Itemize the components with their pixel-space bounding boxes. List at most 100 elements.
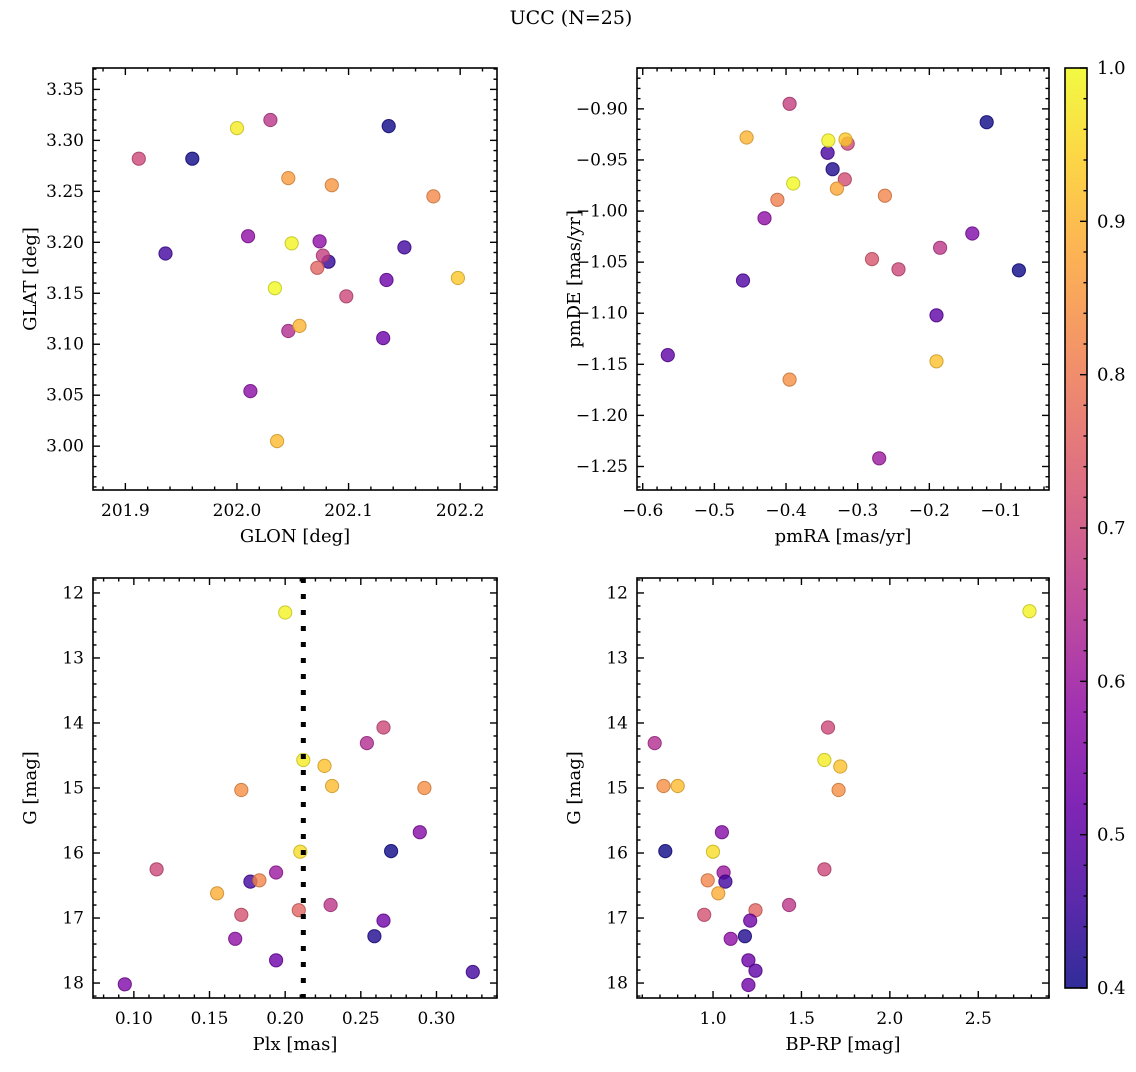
scatter-points (660, 96, 1027, 466)
scatter-point (872, 451, 887, 466)
scatter-point (252, 873, 267, 888)
y-tick-label: −1.00 (576, 202, 628, 222)
y-tick-label: 14 (606, 713, 628, 733)
scatter-point (700, 873, 715, 888)
y-tick-label: 12 (606, 583, 628, 603)
scatter-point (292, 318, 307, 333)
scatter-point (210, 886, 225, 901)
scatter-point (833, 759, 848, 774)
scatter-point (234, 782, 249, 798)
scatter-point (149, 862, 164, 877)
x-tick-label: −0.4 (765, 501, 806, 521)
scatter-point (241, 229, 256, 244)
scatter-point (656, 778, 671, 794)
scatter-points (647, 604, 1037, 993)
scatter-point (1022, 604, 1037, 619)
colorbar-tick-label: 0.7 (1097, 518, 1126, 539)
y-tick-label: −1.10 (576, 304, 628, 324)
scatter-point (743, 913, 758, 928)
y-tick-label: 13 (62, 648, 84, 668)
colorbar-tick-label: 0.5 (1097, 825, 1126, 846)
scatter-point (450, 270, 465, 286)
x-tick-label: 1.5 (788, 1009, 815, 1029)
scatter-point (465, 964, 480, 980)
y-tick-label: −1.20 (576, 406, 628, 426)
scatter-point (229, 121, 245, 136)
x-tick-label: 202.0 (213, 501, 262, 521)
x-axis-label: pmRA [mas/yr] (775, 526, 912, 547)
y-tick-label: −1.25 (576, 457, 628, 477)
scatter-point (877, 188, 893, 203)
scatter-point (263, 112, 278, 128)
position-panel: 201.9 202.0 202.1 202.2 3.00 3.05 3.10 3.15 3.20… (20, 67, 498, 547)
x-tick-label: −0.6 (622, 501, 663, 521)
scatter-point (158, 246, 173, 261)
y-tick-label: 3.00 (46, 437, 84, 457)
axis-ticks (637, 578, 1050, 998)
scatter-point (397, 240, 412, 255)
scatter-point (837, 172, 852, 187)
scatter-point (293, 844, 308, 859)
scatter-point (376, 913, 391, 928)
y-tick-label: 3.30 (46, 131, 84, 151)
scatter-point (831, 782, 846, 798)
scatter-point (269, 865, 284, 880)
scatter-point (417, 780, 432, 796)
y-tick-label: 3.35 (46, 80, 84, 100)
y-tick-label: 17 (606, 909, 628, 929)
scatter-point (741, 953, 756, 968)
scatter-point (339, 289, 354, 304)
x-axis-label: BP-RP [mag] (785, 1034, 900, 1055)
colorbar-frame (1064, 67, 1088, 989)
scatter-point (660, 348, 675, 363)
y-tick-label: 18 (62, 974, 84, 994)
y-tick-label: 3.15 (46, 284, 84, 304)
x-tick-label: 1.0 (700, 1009, 727, 1029)
axes-frame (636, 67, 1050, 491)
scatter-point (820, 145, 835, 160)
scatter-point (291, 903, 306, 918)
scatter-point (376, 720, 391, 735)
scatter-point (315, 248, 330, 263)
axis-ticks (93, 578, 498, 998)
y-tick-label: −1.15 (576, 355, 628, 375)
scatter-point (323, 897, 338, 913)
proper-motion-panel: −0.6 −0.5 −0.4 −0.3 −0.2 −0.1 −1.25 −1.20 −1.15 −… (564, 67, 1050, 547)
scatter-point (278, 605, 293, 620)
scatter-point (384, 844, 399, 859)
x-tick-label: 0.10 (115, 1009, 153, 1029)
scatter-point (670, 778, 685, 794)
scatter-point (267, 281, 282, 296)
x-tick-label: 2.0 (876, 1009, 903, 1029)
x-axis-label: Plx [mas] (253, 1034, 338, 1055)
x-tick-label: −0.2 (909, 501, 950, 521)
x-tick-label: −0.1 (980, 501, 1021, 521)
y-tick-label: 3.05 (46, 386, 84, 406)
scatter-point (723, 931, 738, 946)
axes-frame (92, 577, 498, 999)
scatter-point (817, 752, 832, 768)
scatter-point (929, 308, 944, 323)
scatter-point (647, 736, 662, 751)
scatter-point (864, 252, 880, 267)
colorbar-gradient (1065, 68, 1087, 988)
scatter-point (1011, 263, 1027, 278)
scatter-point (284, 236, 299, 251)
scatter-point (741, 977, 756, 993)
scatter-point (929, 354, 944, 369)
scatter-point (281, 171, 296, 186)
scatter-point (359, 736, 374, 751)
subplot-grid: 201.9 202.0 202.1 202.2 3.00 3.05 3.10 3.15 3.20… (20, 67, 1050, 1055)
scatter-point (748, 963, 763, 978)
scatter-point (325, 778, 340, 794)
y-tick-label: 15 (606, 779, 628, 799)
scatter-point (324, 178, 339, 193)
scatter-point (739, 130, 754, 145)
scatter-point (376, 331, 391, 346)
x-tick-label: 202.1 (324, 501, 373, 521)
x-tick-label: 0.15 (191, 1009, 229, 1029)
y-tick-label: 3.10 (46, 335, 84, 355)
scatter-point (820, 720, 836, 735)
y-tick-label: 18 (606, 974, 628, 994)
